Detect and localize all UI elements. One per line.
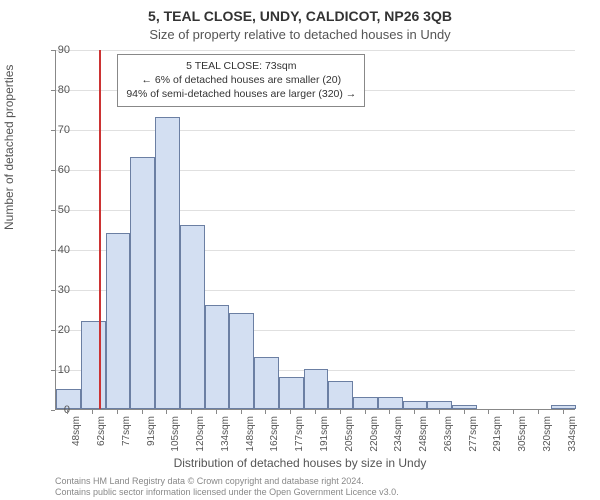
gridline — [56, 50, 575, 51]
annotation-box: 5 TEAL CLOSE: 73sqm← 6% of detached hous… — [117, 54, 365, 107]
x-tick-label: 220sqm — [369, 416, 380, 452]
histogram-bar — [353, 397, 378, 409]
x-tick — [142, 410, 143, 414]
y-tick-label: 20 — [48, 324, 70, 336]
y-tick-label: 10 — [48, 364, 70, 376]
x-tick-label: 248sqm — [418, 416, 429, 452]
x-tick — [538, 410, 539, 414]
x-tick — [414, 410, 415, 414]
x-tick-label: 334sqm — [567, 416, 578, 452]
x-tick-label: 105sqm — [170, 416, 181, 452]
x-tick-label: 191sqm — [319, 416, 330, 452]
y-axis-title: Number of detached properties — [2, 65, 16, 230]
attribution-line2: Contains public sector information licen… — [55, 487, 399, 498]
histogram-bar — [279, 377, 304, 409]
x-tick-label: 134sqm — [220, 416, 231, 452]
x-tick — [513, 410, 514, 414]
x-tick-label: 120sqm — [195, 416, 206, 452]
x-tick — [265, 410, 266, 414]
x-tick-label: 263sqm — [443, 416, 454, 452]
histogram-bar — [452, 405, 477, 409]
histogram-bar — [403, 401, 428, 409]
y-tick-label: 80 — [48, 84, 70, 96]
histogram-bar — [229, 313, 254, 409]
gridline — [56, 130, 575, 131]
x-tick — [92, 410, 93, 414]
histogram-bar — [180, 225, 205, 409]
x-tick — [216, 410, 217, 414]
x-tick — [365, 410, 366, 414]
histogram-bar — [130, 157, 155, 409]
y-tick-label: 90 — [48, 44, 70, 56]
annotation-line: 94% of semi-detached houses are larger (… — [126, 87, 356, 101]
marker-line — [99, 50, 101, 409]
x-tick — [340, 410, 341, 414]
x-tick-label: 77sqm — [121, 416, 132, 446]
x-tick — [191, 410, 192, 414]
y-tick-label: 50 — [48, 204, 70, 216]
x-tick — [241, 410, 242, 414]
histogram-bar — [427, 401, 452, 409]
attribution-text: Contains HM Land Registry data © Crown c… — [55, 476, 399, 498]
x-tick — [290, 410, 291, 414]
histogram-bar — [378, 397, 403, 409]
x-tick — [315, 410, 316, 414]
x-tick-label: 48sqm — [71, 416, 82, 446]
x-tick-label: 91sqm — [146, 416, 157, 446]
chart-subtitle: Size of property relative to detached ho… — [0, 27, 600, 42]
x-tick-label: 291sqm — [492, 416, 503, 452]
y-tick-label: 70 — [48, 124, 70, 136]
x-tick — [389, 410, 390, 414]
x-tick-label: 205sqm — [344, 416, 355, 452]
x-tick — [117, 410, 118, 414]
x-tick — [563, 410, 564, 414]
histogram-bar — [106, 233, 131, 409]
histogram-bar — [254, 357, 279, 409]
chart-container: { "title": "5, TEAL CLOSE, UNDY, CALDICO… — [0, 0, 600, 500]
histogram-bar — [328, 381, 353, 409]
histogram-bar — [205, 305, 230, 409]
x-tick — [166, 410, 167, 414]
attribution-line1: Contains HM Land Registry data © Crown c… — [55, 476, 399, 487]
x-tick — [67, 410, 68, 414]
y-tick-label: 30 — [48, 284, 70, 296]
x-tick-label: 320sqm — [542, 416, 553, 452]
y-tick-label: 40 — [48, 244, 70, 256]
x-tick — [464, 410, 465, 414]
annotation-line: 5 TEAL CLOSE: 73sqm — [126, 59, 356, 73]
plot-area: 5 TEAL CLOSE: 73sqm← 6% of detached hous… — [55, 50, 575, 410]
chart-title: 5, TEAL CLOSE, UNDY, CALDICOT, NP26 3QB — [0, 8, 600, 24]
annotation-line: ← 6% of detached houses are smaller (20) — [126, 73, 356, 87]
histogram-bar — [155, 117, 180, 409]
x-tick — [488, 410, 489, 414]
x-tick-label: 148sqm — [245, 416, 256, 452]
histogram-bar — [81, 321, 106, 409]
histogram-bar — [551, 405, 576, 409]
x-tick-label: 277sqm — [468, 416, 479, 452]
x-tick-label: 177sqm — [294, 416, 305, 452]
x-tick-label: 305sqm — [517, 416, 528, 452]
histogram-bar — [304, 369, 329, 409]
x-tick — [439, 410, 440, 414]
x-tick-label: 62sqm — [96, 416, 107, 446]
x-tick-label: 234sqm — [393, 416, 404, 452]
x-axis-title: Distribution of detached houses by size … — [0, 456, 600, 470]
x-tick-label: 162sqm — [269, 416, 280, 452]
y-tick-label: 60 — [48, 164, 70, 176]
